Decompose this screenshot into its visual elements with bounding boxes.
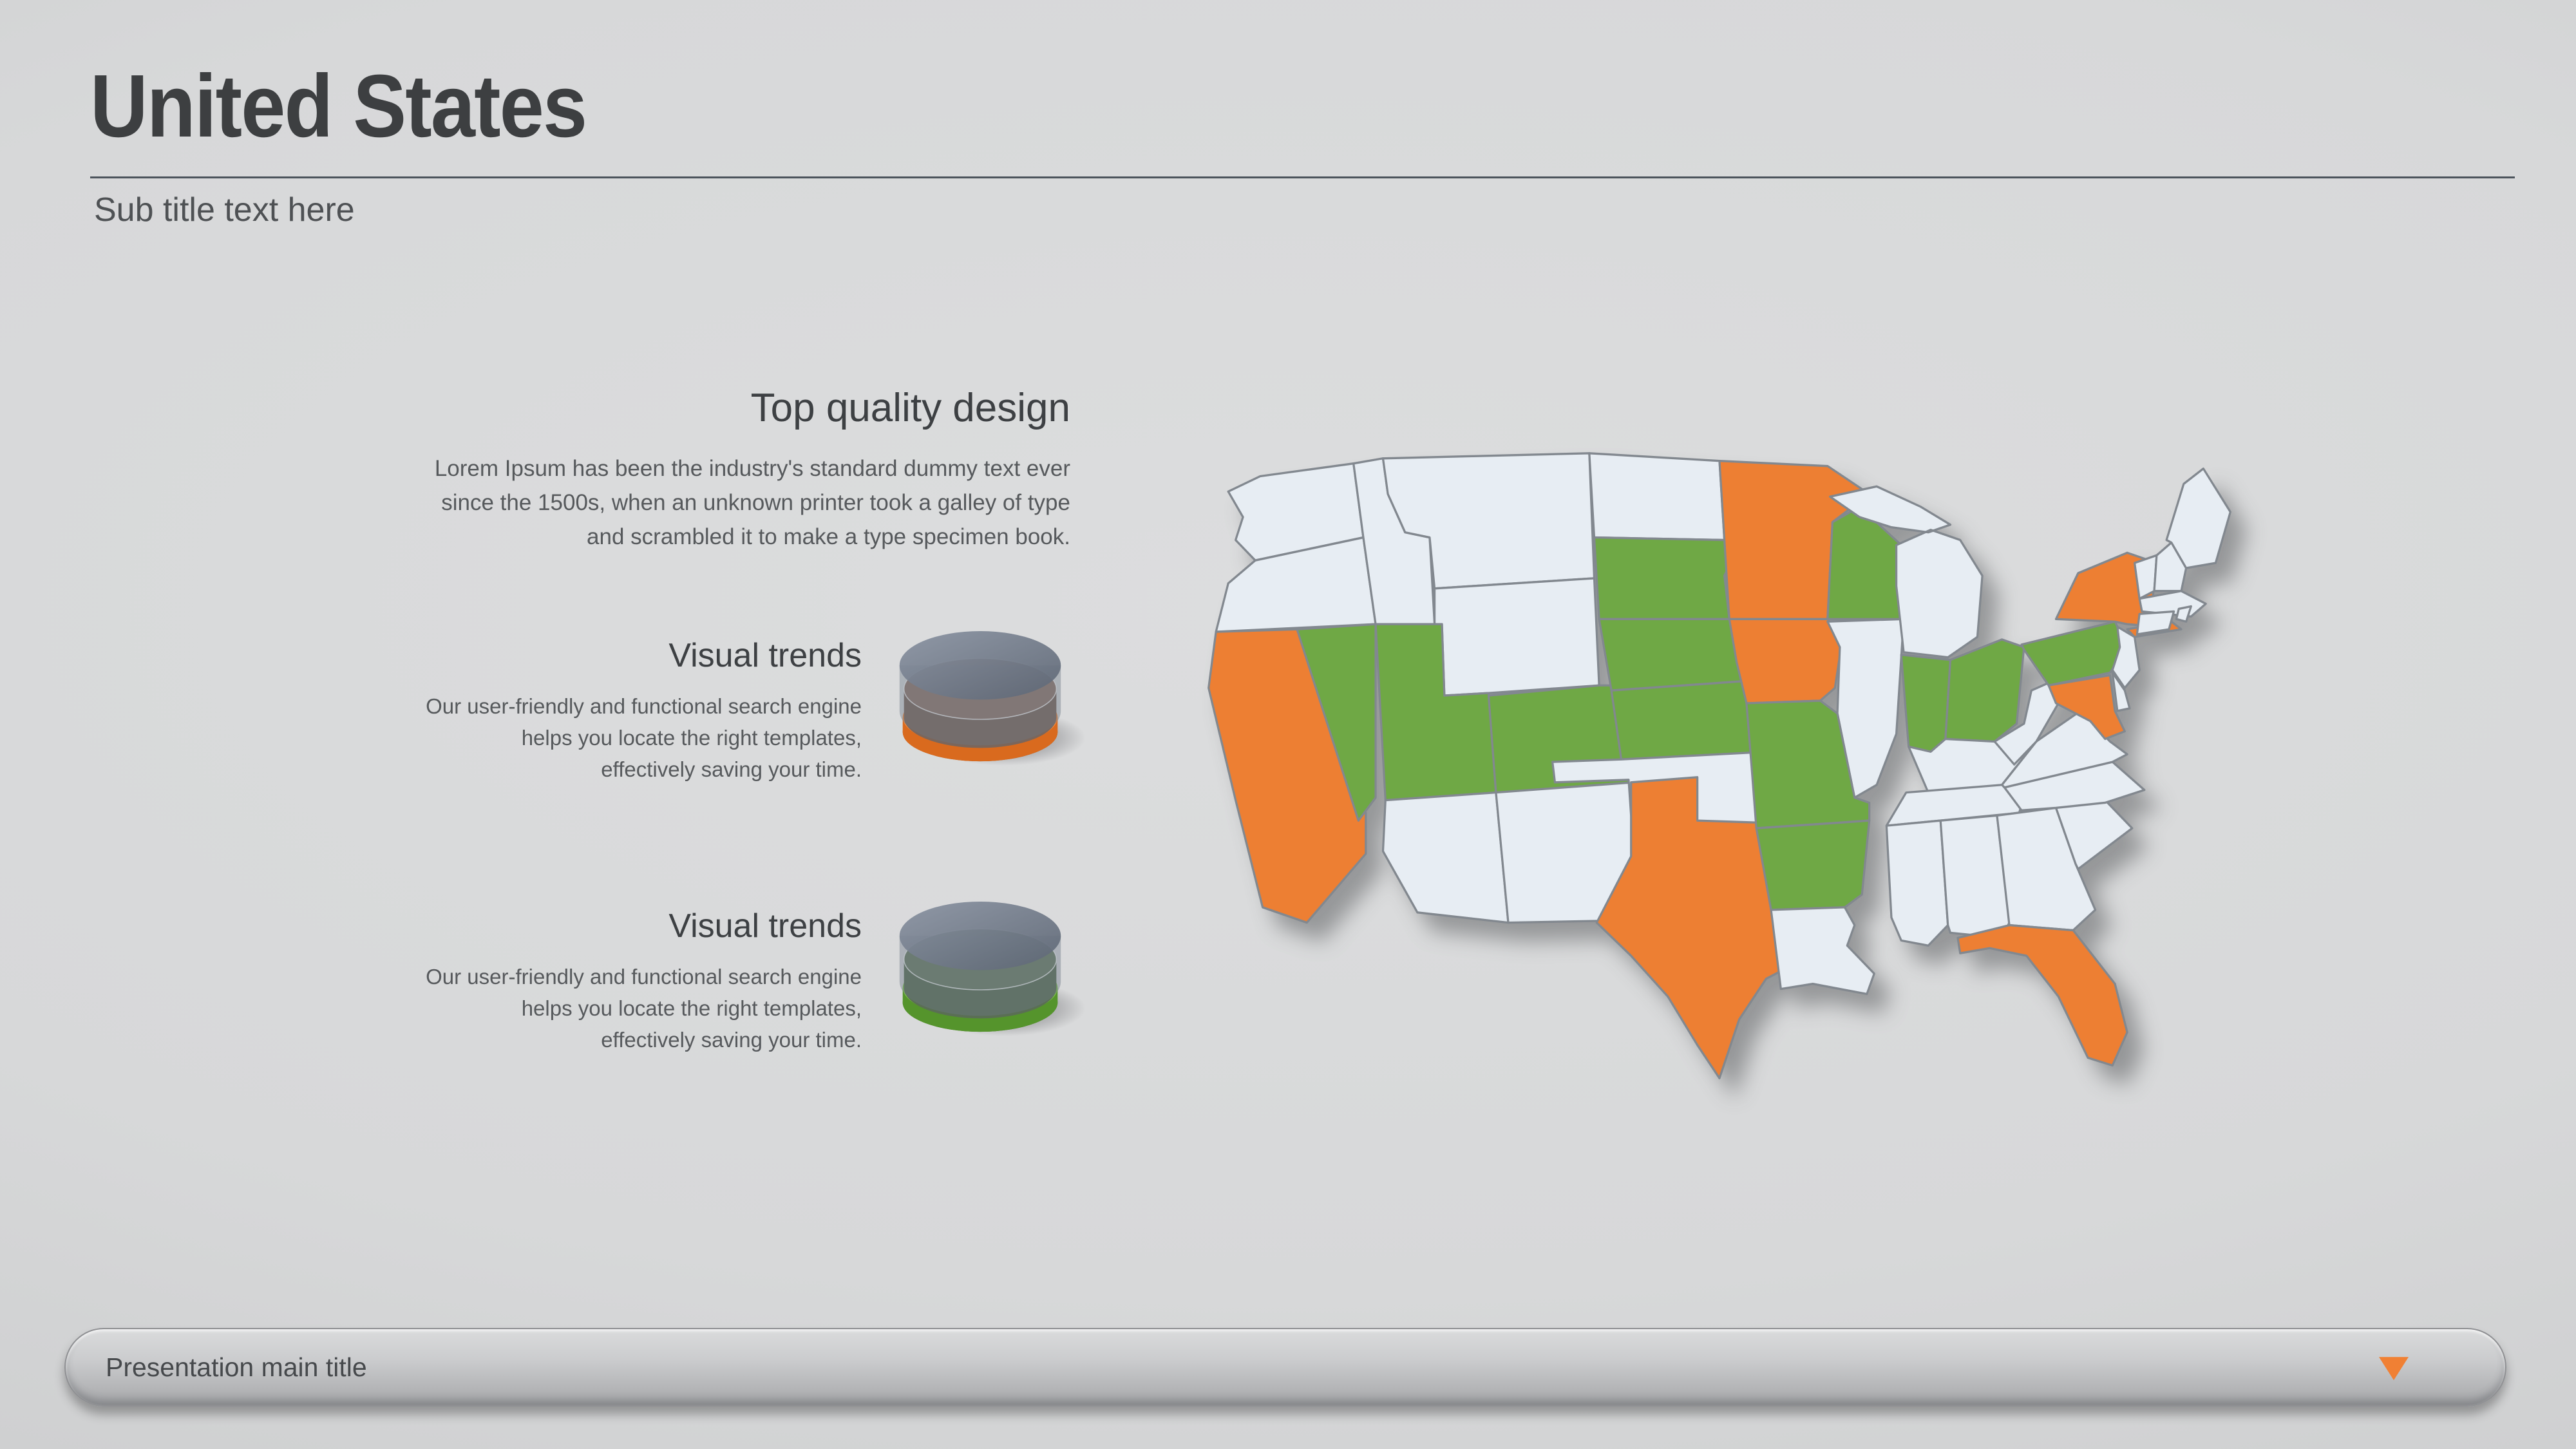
dropdown-triangle-icon[interactable] bbox=[2379, 1357, 2409, 1381]
state-oh bbox=[1944, 638, 2025, 743]
state-de bbox=[2111, 671, 2131, 712]
state-mo bbox=[1745, 699, 1871, 829]
state-pa bbox=[2020, 620, 2128, 687]
trend-1-body: Our user-friendly and functional search … bbox=[426, 694, 862, 781]
divider-line bbox=[90, 176, 2515, 178]
state-ri bbox=[2175, 605, 2192, 623]
state-mi bbox=[1829, 485, 1984, 659]
page-title: United States bbox=[90, 57, 587, 156]
state-fl bbox=[1956, 923, 2128, 1067]
usa-map bbox=[1191, 443, 2248, 1094]
feature-section: Top quality design Lorem Ipsum has been … bbox=[435, 385, 1070, 554]
footer-title-text: Presentation main title bbox=[106, 1352, 367, 1382]
usa-states bbox=[1208, 452, 2231, 1079]
state-nv bbox=[1296, 623, 1377, 822]
state-ms bbox=[1885, 819, 1949, 947]
state-nj bbox=[2111, 625, 2141, 689]
state-ia bbox=[1728, 618, 1844, 705]
state-ct bbox=[2136, 610, 2175, 636]
trend-2-body: Our user-friendly and functional search … bbox=[426, 965, 862, 1052]
footer-title-bar: Presentation main title bbox=[64, 1328, 2506, 1406]
state-or bbox=[1215, 536, 1377, 633]
feature-body: Lorem Ipsum has been the industry's stan… bbox=[434, 456, 1070, 549]
state-ar bbox=[1755, 819, 1871, 911]
state-la bbox=[1770, 906, 1875, 996]
state-me bbox=[2165, 467, 2231, 569]
state-wy bbox=[1433, 577, 1600, 697]
state-sd bbox=[1593, 536, 1733, 620]
feature-heading: Top quality design bbox=[750, 386, 1070, 430]
trend-1-heading: Visual trends bbox=[668, 637, 862, 674]
state-md bbox=[2047, 674, 2126, 741]
state-az bbox=[1381, 791, 1510, 924]
state-vt bbox=[2133, 554, 2158, 600]
state-in bbox=[1900, 654, 1952, 753]
trend-section-2: Visual trends Our user-friendly and func… bbox=[426, 907, 862, 1056]
trend-section-1: Visual trends Our user-friendly and func… bbox=[426, 636, 862, 785]
trend-2-heading: Visual trends bbox=[668, 907, 862, 945]
page-subtitle: Sub title text here bbox=[94, 191, 355, 229]
cylinder-icon-orange bbox=[894, 629, 1086, 766]
state-nd bbox=[1588, 452, 1726, 542]
cylinder-icon-green bbox=[894, 899, 1086, 1036]
